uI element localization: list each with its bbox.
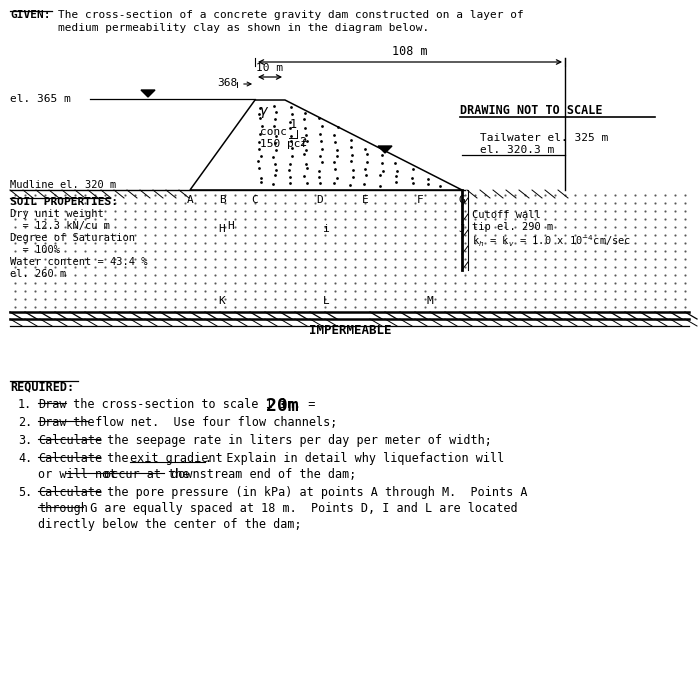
Text: 150 pcf: 150 pcf <box>260 139 308 149</box>
Text: E: E <box>361 195 368 205</box>
Text: tip el. 290 m: tip el. 290 m <box>472 222 553 232</box>
Text: .  Explain in detail why liquefaction will: . Explain in detail why liquefaction wil… <box>205 452 504 465</box>
Text: occur at the: occur at the <box>104 468 189 481</box>
Text: K: K <box>219 296 225 306</box>
Text: 20m: 20m <box>266 397 298 415</box>
Text: 10 m: 10 m <box>257 63 284 73</box>
Text: D: D <box>317 195 324 205</box>
Text: el. 260 m: el. 260 m <box>10 269 66 279</box>
Text: G are equally spaced at 18 m.  Points D, I and L are located: G are equally spaced at 18 m. Points D, … <box>83 502 518 515</box>
Text: Mudline el. 320 m: Mudline el. 320 m <box>10 180 116 190</box>
Text: 1: 1 <box>290 118 297 131</box>
Text: J: J <box>459 224 466 234</box>
Text: Draw: Draw <box>38 398 66 411</box>
Polygon shape <box>378 146 392 153</box>
Text: B: B <box>219 195 225 205</box>
Text: Draw: Draw <box>38 416 66 429</box>
Text: GIVEN:: GIVEN: <box>10 10 50 20</box>
Text: 1.: 1. <box>18 398 32 411</box>
Text: Dry unit weight: Dry unit weight <box>10 209 103 219</box>
Text: the pore pressure (in kPa) at points A through M.  Points A: the pore pressure (in kPa) at points A t… <box>100 486 528 499</box>
Text: A: A <box>187 195 194 205</box>
Text: i: i <box>323 224 329 234</box>
Text: = 12.3 kN/cu m: = 12.3 kN/cu m <box>10 221 110 231</box>
Text: Calculate: Calculate <box>38 486 102 499</box>
Text: 3.: 3. <box>18 434 32 447</box>
Text: the cross-section to scale 1 in. =: the cross-section to scale 1 in. = <box>66 398 322 411</box>
Text: conc: conc <box>260 127 287 137</box>
Text: k$_{h}$ = k$_{v}$ = 1.0 x 10$^{-4}$cm/sec: k$_{h}$ = k$_{v}$ = 1.0 x 10$^{-4}$cm/se… <box>472 233 631 249</box>
Text: flow net.  Use four flow channels;: flow net. Use four flow channels; <box>88 416 338 429</box>
Text: Degree of Saturation: Degree of Saturation <box>10 233 135 243</box>
Text: 108 m: 108 m <box>392 45 428 58</box>
Text: directly below the center of the dam;: directly below the center of the dam; <box>38 518 302 531</box>
Text: the: the <box>66 416 94 429</box>
Text: = 100%: = 100% <box>10 245 60 255</box>
Text: el. 320.3 m: el. 320.3 m <box>480 145 554 155</box>
Text: downstream end of the dam;: downstream end of the dam; <box>164 468 356 481</box>
Text: 2.: 2. <box>18 416 32 429</box>
Text: through: through <box>38 502 88 515</box>
Text: 2: 2 <box>299 136 306 149</box>
Text: H: H <box>219 224 225 234</box>
Text: 5.: 5. <box>18 486 32 499</box>
Polygon shape <box>141 90 155 97</box>
Text: Water content = 43.4 %: Water content = 43.4 % <box>10 257 147 267</box>
Text: Calculate: Calculate <box>38 452 102 465</box>
Text: DRAWING NOT TO SCALE: DRAWING NOT TO SCALE <box>460 104 603 117</box>
Text: The cross-section of a concrete gravity dam constructed on a layer of: The cross-section of a concrete gravity … <box>58 10 524 20</box>
Text: L: L <box>323 296 329 306</box>
Text: 4.: 4. <box>18 452 32 465</box>
Text: medium permeability clay as shown in the diagram below.: medium permeability clay as shown in the… <box>58 23 429 33</box>
Text: 368: 368 <box>217 78 237 88</box>
Text: or will not: or will not <box>38 468 124 481</box>
Text: SOIL PROPERTIES:: SOIL PROPERTIES: <box>10 197 118 207</box>
Text: γ: γ <box>260 104 268 118</box>
Text: el. 365 m: el. 365 m <box>10 94 71 104</box>
Text: Calculate: Calculate <box>38 434 102 447</box>
Text: C: C <box>252 195 259 205</box>
Text: IMPERMEABLE: IMPERMEABLE <box>309 324 391 337</box>
Text: M: M <box>426 296 433 306</box>
Text: the seepage rate in liters per day per meter of width;: the seepage rate in liters per day per m… <box>100 434 492 447</box>
Text: F: F <box>417 195 424 205</box>
Text: Cutoff wall: Cutoff wall <box>472 210 541 220</box>
Text: the: the <box>100 452 136 465</box>
Text: REQUIRED:: REQUIRED: <box>10 380 74 393</box>
Text: exit gradient: exit gradient <box>130 452 222 465</box>
Text: H: H <box>227 221 233 231</box>
Text: G: G <box>459 195 466 205</box>
Text: Tailwater el. 325 m: Tailwater el. 325 m <box>480 133 608 143</box>
